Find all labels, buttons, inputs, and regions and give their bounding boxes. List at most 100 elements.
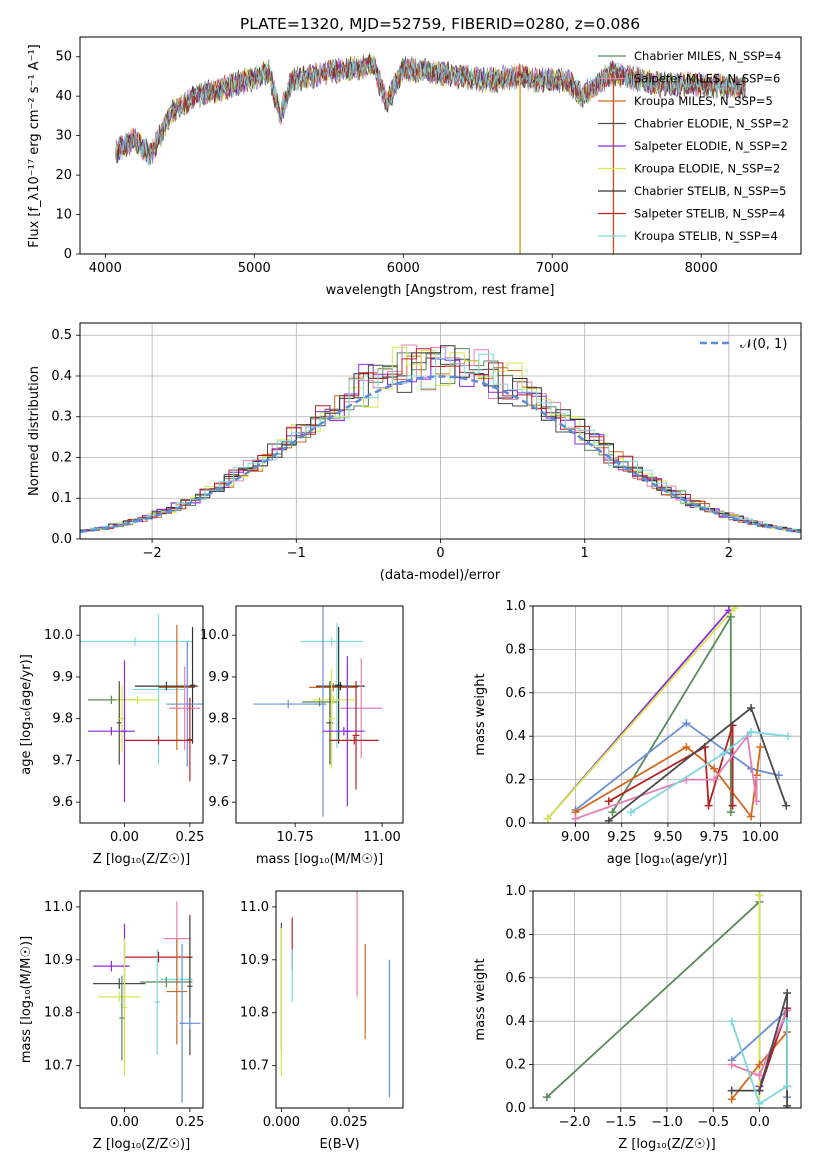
residual-legend: 𝒩(0, 1) (700, 337, 787, 352)
weight_vs_age-xlabel: age [log₁₀(age/yr)] (607, 852, 728, 867)
spectrum-axes-frame (79, 36, 802, 255)
age_vs_Z-axes-frame (79, 605, 204, 824)
weight_vs_Z-xtick-label: 0.0 (749, 1115, 770, 1130)
spectrum-ylabel: Flux [f_λ10⁻¹⁷ erg cm⁻² s⁻¹ A⁻¹] (27, 44, 42, 248)
spectrum-legend-label: Kroupa STELIB, N_SSP=4 (634, 229, 778, 243)
spectrum-ytick-label: 40 (55, 89, 72, 104)
mass_vs_Z-xtick-label: 0.00 (110, 1115, 139, 1130)
age_vs_Z-ytick-label: 10.0 (44, 628, 73, 643)
residual-histogram-panel: −2 −1 0 1 2 0.0 0.1 0.2 0.3 0.4 0.5 (data-model)/e… (27, 322, 802, 583)
weight_vs_age-series-line (574, 722, 780, 811)
age_vs_Z-xtick-label: 0.00 (110, 830, 139, 845)
mass_vs_Z-ytick-label: 10.8 (44, 1006, 73, 1021)
weight_vs_age-xtick-label: 9.75 (700, 830, 729, 845)
residual-histogram-step (89, 353, 801, 533)
mass_vs_EBV-ytick-label: 10.8 (240, 1006, 269, 1021)
mass_vs_Z-ytick-label: 10.7 (44, 1059, 73, 1074)
residual-legend-label: 𝒩(0, 1) (740, 337, 787, 352)
weight_vs_age-ytick-label: 0.8 (505, 642, 526, 657)
spectrum-xtick-label: 5000 (238, 261, 271, 276)
weight_vs_age-series-line (611, 613, 732, 813)
weight_vs_Z-xtick-label: −1.5 (605, 1115, 637, 1130)
mass_vs_EBV-data (280, 891, 391, 1098)
weight_vs_age-series-line (608, 706, 788, 822)
mass_vs_Z-xtick-label: 0.25 (175, 1115, 204, 1130)
age_vs_mass-axes-frame (235, 605, 404, 824)
mass_vs_EBV-ytick-label: 10.9 (240, 953, 269, 968)
weight_vs_age-xtick-label: 9.25 (607, 830, 636, 845)
age_vs_Z-ytick-label: 9.9 (52, 670, 73, 685)
mass_vs_Z-panel: 0.00 0.25 10.7 10.8 10.9 11.0 Z [log₁₀(Z/Z☉)] m… (19, 890, 204, 1152)
mass_vs_Z-ytick-label: 11.0 (44, 900, 73, 915)
weight_vs_age-panel: 9.00 9.25 9.50 9.75 10.00 0.0 0.2 0.4 0.6 0.8 1.0 a… (473, 599, 802, 867)
mass_vs_Z-ytick-label: 10.9 (44, 953, 73, 968)
weight_vs_age-ytick-label: 1.0 (505, 599, 526, 614)
residual-histogram-step (89, 346, 801, 533)
residual-histogram-step (80, 357, 801, 532)
spectrum-panel: PLATE=1320, MJD=52759, FIBERID=0280, z=0… (27, 15, 802, 298)
residual-ytick-label: 0.4 (51, 369, 72, 384)
weight_vs_Z-ytick-label: 0.4 (505, 1014, 526, 1029)
spectrum-xtick-label: 4000 (89, 261, 122, 276)
mass_vs_Z-data (93, 901, 201, 1103)
weight_vs_Z-xtick-label: −0.5 (697, 1115, 729, 1130)
residual-xtick-label: 1 (581, 546, 589, 561)
spectrum-ytick-label: 50 (55, 50, 72, 65)
weight_vs_age-ytick-label: 0.6 (505, 686, 526, 701)
residual-ytick-label: 0.1 (51, 491, 72, 506)
residual-histogram-step (80, 348, 801, 532)
weight_vs_Z-ytick-label: 0.8 (505, 927, 526, 942)
residual-ylabel: Normed distribution (27, 366, 42, 496)
weight_vs_Z-ytick-label: 0.0 (505, 1101, 526, 1116)
weight_vs_age-ytick-label: 0.0 (505, 816, 526, 831)
age_vs_mass-ytick-label: 9.7 (208, 753, 229, 768)
age_vs_mass-xtick-label: 10.75 (277, 830, 314, 845)
mass_vs_EBV-ytick-label: 10.7 (240, 1059, 269, 1074)
age_vs_Z-xlabel: Z [log₁₀(Z/Z☉)] (93, 852, 190, 867)
weight_vs_Z-xtick-label: −1.0 (651, 1115, 683, 1130)
residual-xtick-label: 2 (725, 546, 733, 561)
spectrum-xtick-label: 8000 (685, 261, 718, 276)
weight_vs_Z-panel: −2.0 −1.5 −1.0 −0.5 0.0 0.0 0.2 0.4 0.6 0.8 1.0 Z [… (473, 884, 802, 1152)
weight_vs_age-data (543, 606, 793, 823)
age_vs_Z-panel: 0.00 0.25 9.6 9.7 9.8 9.9 10.0 Z [log₁₀(Z/Z☉)] a… (19, 605, 204, 867)
residual-xtick-label: −1 (287, 546, 306, 561)
residual-histogram-step (84, 348, 801, 532)
mass_vs_EBV-panel: 0.000 0.025 10.7 10.8 10.9 11.0 E(B-V) (240, 890, 404, 1152)
spectrum-xtick-label: 7000 (536, 261, 569, 276)
spectrum-legend: Chabrier MILES, N_SSP=4 Salpeter MILES, N… (598, 49, 789, 243)
weight_vs_age-xtick-label: 9.50 (653, 830, 682, 845)
age_vs_Z-xtick-label: 0.25 (175, 830, 204, 845)
age_vs_mass-ytick-label: 9.8 (208, 712, 229, 727)
weight_vs_age-ytick-label: 0.2 (505, 773, 526, 788)
residual-xlabel: (data-model)/error (380, 568, 501, 583)
weight_vs_age-axes-frame (532, 605, 802, 824)
weight_vs_age-xtick-label: 10.00 (742, 830, 779, 845)
weight_vs_Z-ylabel: mass weight (473, 958, 488, 1040)
weight_vs_Z-series-line (730, 1020, 788, 1106)
residual-ytick-label: 0.2 (51, 450, 72, 465)
residual-gaussian-curve (79, 375, 802, 534)
spectrum-legend-label: Salpeter ELODIE, N_SSP=2 (634, 139, 788, 153)
weight_vs_Z-ytick-label: 0.6 (505, 971, 526, 986)
spectrum-legend-label: Kroupa ELODIE, N_SSP=2 (634, 162, 780, 176)
mass_vs_EBV-axes-frame (275, 890, 404, 1109)
age_vs_Z-ytick-label: 9.7 (52, 753, 73, 768)
mass_vs_Z-xlabel: Z [log₁₀(Z/Z☉)] (93, 1137, 190, 1152)
residual-xtick-label: 0 (436, 546, 444, 561)
mass_vs_Z-ylabel: mass [log₁₀(M/M☉)] (19, 936, 34, 1063)
spectrum-legend-label: Chabrier MILES, N_SSP=4 (634, 49, 781, 63)
residual-ytick-label: 0.5 (51, 328, 72, 343)
mass_vs_EBV-xlabel: E(B-V) (319, 1137, 359, 1152)
weight_vs_age-xtick-label: 9.00 (561, 830, 590, 845)
mass_vs_Z-axes-frame (79, 890, 204, 1109)
residual-xtick-label: −2 (143, 546, 162, 561)
spectrum-series-line (115, 55, 746, 167)
weight_vs_Z-series-line (758, 895, 788, 1087)
spectrum-legend-label: Salpeter STELIB, N_SSP=4 (634, 207, 785, 221)
age_vs_Z-ytick-label: 9.6 (52, 795, 73, 810)
spectrum-ytick-label: 10 (55, 208, 72, 223)
weight_vs_Z-series-line (546, 901, 761, 1098)
weight_vs_Z-ytick-label: 1.0 (505, 884, 526, 899)
spectrum-title: PLATE=1320, MJD=52759, FIBERID=0280, z=0… (240, 15, 640, 33)
